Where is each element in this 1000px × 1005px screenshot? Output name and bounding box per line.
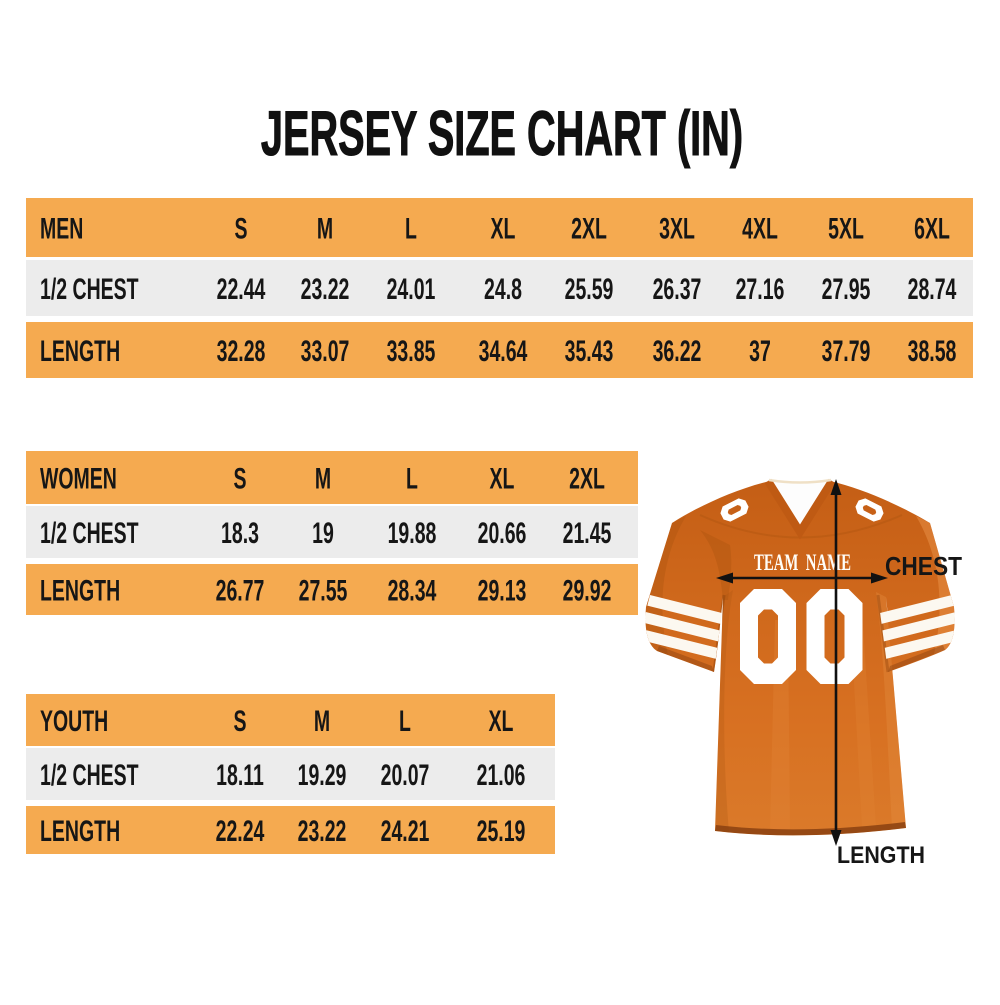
- svg-text:S: S: [234, 212, 247, 245]
- svg-text:S: S: [233, 462, 246, 495]
- svg-text:CHEST: CHEST: [885, 551, 962, 581]
- svg-text:37: 37: [749, 335, 771, 368]
- svg-text:33.85: 33.85: [387, 335, 436, 368]
- svg-text:LENGTH: LENGTH: [40, 335, 120, 368]
- svg-text:38.58: 38.58: [908, 335, 957, 368]
- svg-text:M: M: [315, 462, 331, 495]
- svg-text:LENGTH: LENGTH: [837, 842, 925, 869]
- svg-text:21.45: 21.45: [563, 517, 612, 550]
- svg-text:18.11: 18.11: [216, 759, 264, 792]
- svg-text:L: L: [399, 705, 411, 738]
- svg-text:25.59: 25.59: [565, 273, 614, 306]
- svg-text:20.66: 20.66: [478, 517, 527, 550]
- svg-text:34.64: 34.64: [479, 335, 528, 368]
- svg-text:24.8: 24.8: [484, 273, 522, 306]
- svg-text:XL: XL: [489, 705, 514, 738]
- svg-text:25.19: 25.19: [477, 815, 526, 848]
- svg-text:L: L: [406, 462, 418, 495]
- svg-text:19.88: 19.88: [388, 517, 437, 550]
- svg-text:23.22: 23.22: [298, 815, 347, 848]
- svg-text:YOUTH: YOUTH: [40, 705, 108, 738]
- svg-text:XL: XL: [490, 462, 515, 495]
- svg-text:28.74: 28.74: [908, 273, 957, 306]
- svg-text:20.07: 20.07: [381, 759, 430, 792]
- svg-text:JERSEY SIZE CHART (IN): JERSEY SIZE CHART (IN): [261, 99, 743, 170]
- svg-text:M: M: [314, 705, 330, 738]
- svg-text:M: M: [317, 212, 333, 245]
- svg-text:XL: XL: [491, 212, 516, 245]
- svg-text:22.44: 22.44: [217, 273, 266, 306]
- svg-text:1/2 CHEST: 1/2 CHEST: [40, 273, 139, 306]
- svg-text:28.34: 28.34: [388, 574, 437, 607]
- svg-text:24.21: 24.21: [381, 815, 430, 848]
- svg-text:19: 19: [312, 517, 334, 550]
- svg-text:2XL: 2XL: [571, 212, 607, 245]
- svg-text:22.24: 22.24: [216, 815, 265, 848]
- svg-text:1/2 CHEST: 1/2 CHEST: [40, 759, 139, 792]
- svg-text:5XL: 5XL: [828, 212, 864, 245]
- svg-text:27.55: 27.55: [299, 574, 348, 607]
- svg-text:26.77: 26.77: [216, 574, 265, 607]
- svg-text:23.22: 23.22: [301, 273, 350, 306]
- svg-text:LENGTH: LENGTH: [40, 815, 120, 848]
- svg-text:19.29: 19.29: [298, 759, 347, 792]
- svg-text:2XL: 2XL: [569, 462, 605, 495]
- svg-text:26.37: 26.37: [653, 273, 702, 306]
- svg-text:35.43: 35.43: [565, 335, 614, 368]
- svg-text:29.13: 29.13: [478, 574, 527, 607]
- svg-text:21.06: 21.06: [477, 759, 526, 792]
- svg-text:1/2 CHEST: 1/2 CHEST: [40, 517, 139, 550]
- svg-text:27.95: 27.95: [822, 273, 871, 306]
- svg-text:6XL: 6XL: [914, 212, 950, 245]
- svg-text:27.16: 27.16: [736, 273, 785, 306]
- svg-text:MEN: MEN: [40, 212, 83, 245]
- svg-text:4XL: 4XL: [742, 212, 778, 245]
- svg-text:18.3: 18.3: [221, 517, 259, 550]
- svg-text:3XL: 3XL: [659, 212, 695, 245]
- svg-text:36.22: 36.22: [653, 335, 702, 368]
- svg-text:37.79: 37.79: [822, 335, 871, 368]
- svg-text:L: L: [405, 212, 417, 245]
- svg-text:29.92: 29.92: [563, 574, 612, 607]
- svg-text:WOMEN: WOMEN: [40, 462, 117, 495]
- svg-text:S: S: [233, 705, 246, 738]
- svg-text:24.01: 24.01: [387, 273, 436, 306]
- svg-text:32.28: 32.28: [217, 335, 266, 368]
- svg-text:LENGTH: LENGTH: [40, 574, 120, 607]
- svg-text:33.07: 33.07: [301, 335, 350, 368]
